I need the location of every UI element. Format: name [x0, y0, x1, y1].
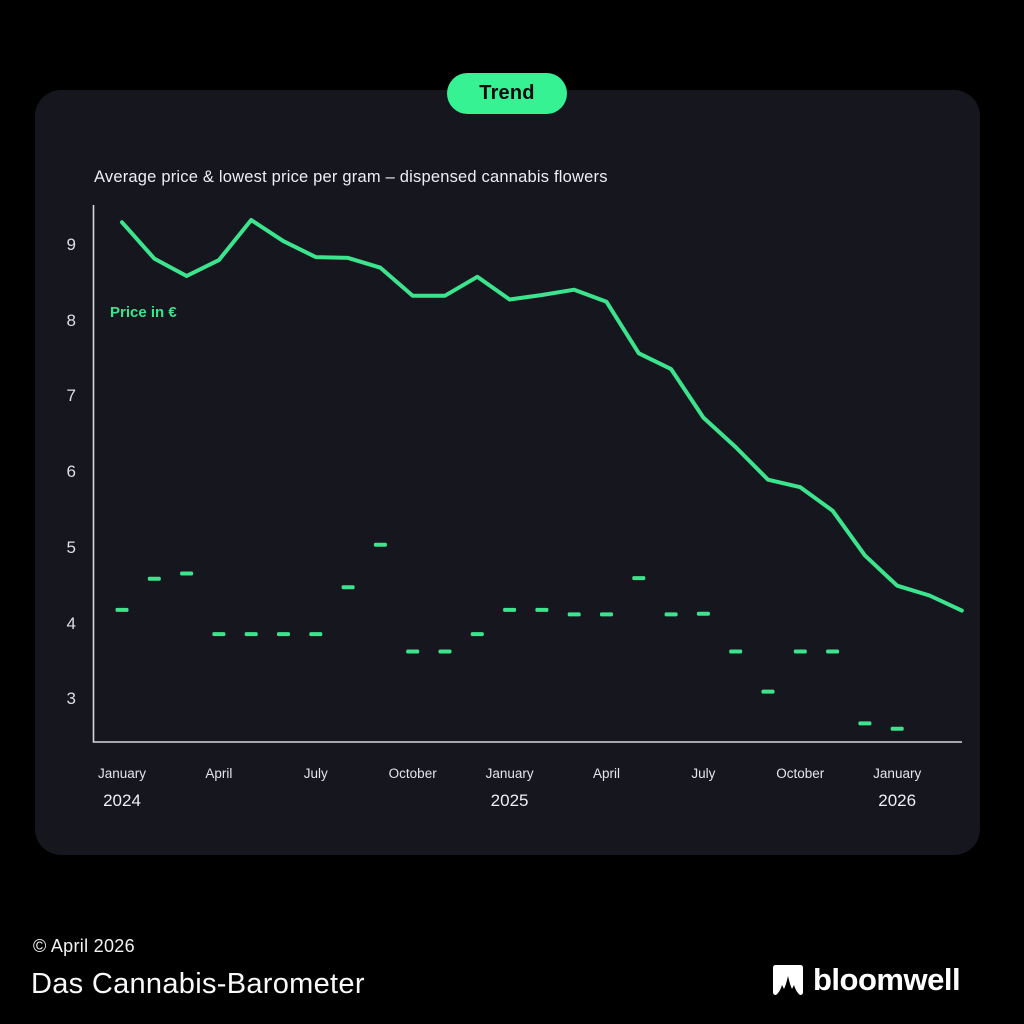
x-tick-year: 2024 — [103, 791, 141, 810]
y-tick-label: 9 — [66, 235, 76, 254]
y-tick-label: 6 — [66, 462, 76, 482]
lowest-price-mark — [793, 649, 807, 654]
lowest-price-mark — [890, 726, 904, 731]
lowest-price-mark — [503, 607, 517, 612]
x-tick-month: July — [691, 766, 716, 781]
bloomwell-logo-text: bloomwell — [813, 962, 961, 997]
y-tick-label: 7 — [66, 386, 76, 406]
lowest-price-mark — [373, 542, 387, 547]
lowest-price-mark — [535, 607, 549, 612]
lowest-price-mark — [180, 571, 194, 576]
trend-badge-label: Trend — [479, 82, 535, 104]
lowest-price-mark — [244, 632, 258, 637]
lowest-price-mark — [115, 607, 129, 612]
page-title: Das Cannabis-Barometer — [31, 968, 365, 1000]
x-tick-month: January — [873, 766, 922, 781]
axes — [92, 205, 962, 743]
lowest-price-mark — [696, 611, 710, 616]
x-tick-month: January — [97, 766, 147, 781]
lowest-price-mark — [309, 632, 323, 637]
x-tick-month: April — [592, 766, 620, 781]
lowest-price-mark — [277, 632, 290, 637]
lowest-price-mark — [600, 612, 613, 617]
y-tick-label: 5 — [66, 537, 76, 557]
lowest-price-mark — [826, 649, 840, 654]
lowest-price-mark — [212, 632, 226, 637]
lowest-price-mark — [147, 576, 161, 581]
lowest-price-mark — [729, 649, 743, 654]
lowest-price-mark — [632, 576, 646, 581]
lowest-price-mark — [761, 689, 775, 694]
chart-title: Average price & lowest price per gram – … — [94, 168, 608, 186]
lowest-price-mark — [470, 632, 484, 637]
chart-panel — [35, 90, 980, 855]
x-tick-month: January — [485, 766, 534, 781]
lowest-price-mark — [567, 612, 581, 617]
y-tick-label: 8 — [66, 310, 76, 330]
lowest-price-marks — [115, 542, 904, 731]
lowest-price-mark — [664, 612, 678, 617]
y-tick-label: 4 — [66, 613, 76, 633]
x-tick-year: 2025 — [490, 791, 529, 810]
bloomwell-logo: bloomwell — [773, 962, 961, 998]
lowest-price-mark — [341, 585, 355, 590]
avg-price-line — [120, 218, 964, 613]
x-tick-month: July — [303, 766, 328, 781]
y-tick-label: 3 — [66, 689, 76, 709]
trend-badge: Trend — [447, 73, 567, 114]
x-tick-year: 2026 — [878, 791, 917, 810]
lowest-price-mark — [406, 649, 420, 654]
price-axis-label: Price in € — [110, 304, 177, 321]
lowest-price-mark — [858, 721, 872, 726]
x-tick-month: October — [776, 766, 825, 781]
copyright-text: © April 2026 — [33, 936, 135, 956]
lowest-price-mark — [438, 649, 452, 654]
x-tick-month: October — [388, 766, 437, 781]
bloomwell-logo-icon — [773, 965, 803, 995]
x-tick-month: April — [205, 766, 233, 781]
